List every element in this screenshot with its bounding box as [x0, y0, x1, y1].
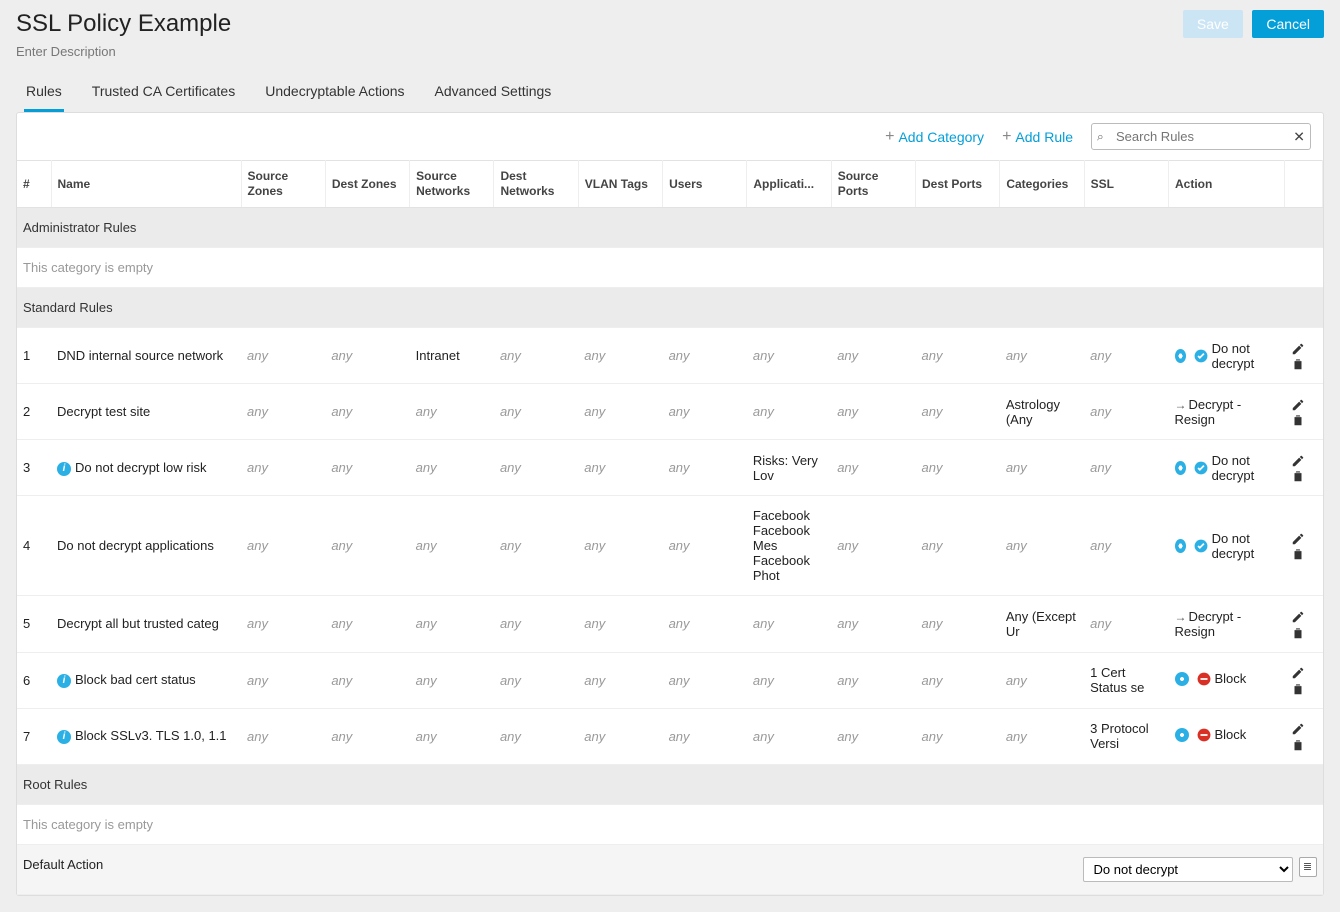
- action-block: Block: [1175, 727, 1247, 742]
- action-do-not-decrypt: Do not decrypt: [1175, 453, 1279, 483]
- edit-icon[interactable]: [1291, 610, 1305, 624]
- rule-name: Decrypt all but trusted categ: [57, 616, 219, 631]
- col-apps: Applicati...: [747, 161, 831, 208]
- delete-icon[interactable]: [1291, 469, 1305, 483]
- col-ssl: SSL: [1084, 161, 1168, 208]
- table-row[interactable]: 5Decrypt all but trusted categanyanyanya…: [17, 596, 1323, 652]
- tabs: Rules Trusted CA Certificates Undecryptabl…: [16, 77, 1324, 112]
- rule-number: 3: [17, 440, 51, 496]
- search-icon: ⌕: [1097, 129, 1104, 144]
- action-do-not-decrypt: Do not decrypt: [1175, 531, 1279, 561]
- info-icon[interactable]: i: [57, 674, 71, 688]
- rule-name: Do not decrypt low risk: [75, 460, 207, 475]
- save-button[interactable]: Save: [1183, 10, 1243, 38]
- delete-icon[interactable]: [1291, 738, 1305, 752]
- action-decrypt-resign: →Decrypt - Resign: [1175, 397, 1242, 427]
- category-standard-rules[interactable]: Standard Rules: [17, 288, 1323, 328]
- tab-rules[interactable]: Rules: [24, 77, 64, 112]
- table-row[interactable]: 7iBlock SSLv3. TLS 1.0, 1.1anyanyanyanya…: [17, 708, 1323, 764]
- default-action-label: Default Action: [23, 857, 103, 872]
- info-icon[interactable]: i: [57, 462, 71, 476]
- col-num: #: [17, 161, 51, 208]
- add-rule-button[interactable]: + Add Rule: [1002, 129, 1073, 145]
- rule-name: Do not decrypt applications: [57, 538, 214, 553]
- rule-number: 5: [17, 596, 51, 652]
- delete-icon[interactable]: [1291, 547, 1305, 561]
- action-do-not-decrypt: Do not decrypt: [1175, 341, 1279, 371]
- clear-search-icon[interactable]: ✕: [1293, 128, 1305, 145]
- edit-icon[interactable]: [1291, 722, 1305, 736]
- table-row[interactable]: 3iDo not decrypt low riskanyanyanyanyany…: [17, 440, 1323, 496]
- edit-icon[interactable]: [1291, 454, 1305, 468]
- plus-icon: +: [885, 129, 894, 145]
- rule-name: Block bad cert status: [75, 672, 196, 687]
- category-root-rules[interactable]: Root Rules: [17, 764, 1323, 804]
- edit-icon[interactable]: [1291, 666, 1305, 680]
- category-empty: This category is empty: [17, 804, 1323, 844]
- delete-icon[interactable]: [1291, 682, 1305, 696]
- delete-icon[interactable]: [1291, 413, 1305, 427]
- tab-undecryptable-actions[interactable]: Undecryptable Actions: [263, 77, 406, 112]
- rule-name: DND internal source network: [57, 348, 223, 363]
- rule-number: 2: [17, 384, 51, 440]
- table-row[interactable]: 6iBlock bad cert statusanyanyanyanyanyan…: [17, 652, 1323, 708]
- page-title: SSL Policy Example: [16, 10, 231, 38]
- table-row[interactable]: 1DND internal source networkanyanyIntran…: [17, 328, 1323, 384]
- col-dst-nets: Dest Networks: [494, 161, 578, 208]
- search-input[interactable]: [1091, 123, 1311, 150]
- table-row[interactable]: 4Do not decrypt applicationsanyanyanyany…: [17, 496, 1323, 596]
- add-category-label: Add Category: [898, 129, 984, 145]
- action-decrypt-resign: →Decrypt - Resign: [1175, 609, 1242, 639]
- rule-name: Block SSLv3. TLS 1.0, 1.1: [75, 728, 227, 743]
- col-users: Users: [663, 161, 747, 208]
- rule-number: 6: [17, 652, 51, 708]
- col-vlan: VLAN Tags: [578, 161, 662, 208]
- add-rule-label: Add Rule: [1015, 129, 1073, 145]
- delete-icon[interactable]: [1291, 357, 1305, 371]
- col-dst-ports: Dest Ports: [916, 161, 1000, 208]
- edit-icon[interactable]: [1291, 398, 1305, 412]
- info-icon[interactable]: i: [57, 730, 71, 744]
- log-icon[interactable]: ≣: [1299, 857, 1317, 877]
- edit-icon[interactable]: [1291, 342, 1305, 356]
- rule-name: Decrypt test site: [57, 404, 150, 419]
- tab-trusted-ca-certificates[interactable]: Trusted CA Certificates: [90, 77, 237, 112]
- col-categories: Categories: [1000, 161, 1084, 208]
- tab-advanced-settings[interactable]: Advanced Settings: [433, 77, 554, 112]
- rule-number: 4: [17, 496, 51, 596]
- description-placeholder[interactable]: Enter Description: [16, 44, 231, 59]
- category-empty: This category is empty: [17, 248, 1323, 288]
- action-block: Block: [1175, 671, 1247, 686]
- rule-number: 7: [17, 708, 51, 764]
- category-administrator-rules[interactable]: Administrator Rules: [17, 208, 1323, 248]
- col-src-nets: Source Networks: [410, 161, 494, 208]
- table-row[interactable]: 2Decrypt test siteanyanyanyanyanyanyanya…: [17, 384, 1323, 440]
- cancel-button[interactable]: Cancel: [1252, 10, 1324, 38]
- col-src-zones: Source Zones: [241, 161, 325, 208]
- col-dst-zones: Dest Zones: [325, 161, 409, 208]
- rule-number: 1: [17, 328, 51, 384]
- edit-icon[interactable]: [1291, 532, 1305, 546]
- default-action-select[interactable]: Do not decrypt: [1083, 857, 1293, 882]
- col-name: Name: [51, 161, 241, 208]
- col-src-ports: Source Ports: [831, 161, 915, 208]
- rules-table: # Name Source Zones Dest Zones Source Ne…: [17, 160, 1323, 895]
- col-action: Action: [1169, 161, 1285, 208]
- add-category-button[interactable]: + Add Category: [885, 129, 984, 145]
- delete-icon[interactable]: [1291, 626, 1305, 640]
- plus-icon: +: [1002, 129, 1011, 145]
